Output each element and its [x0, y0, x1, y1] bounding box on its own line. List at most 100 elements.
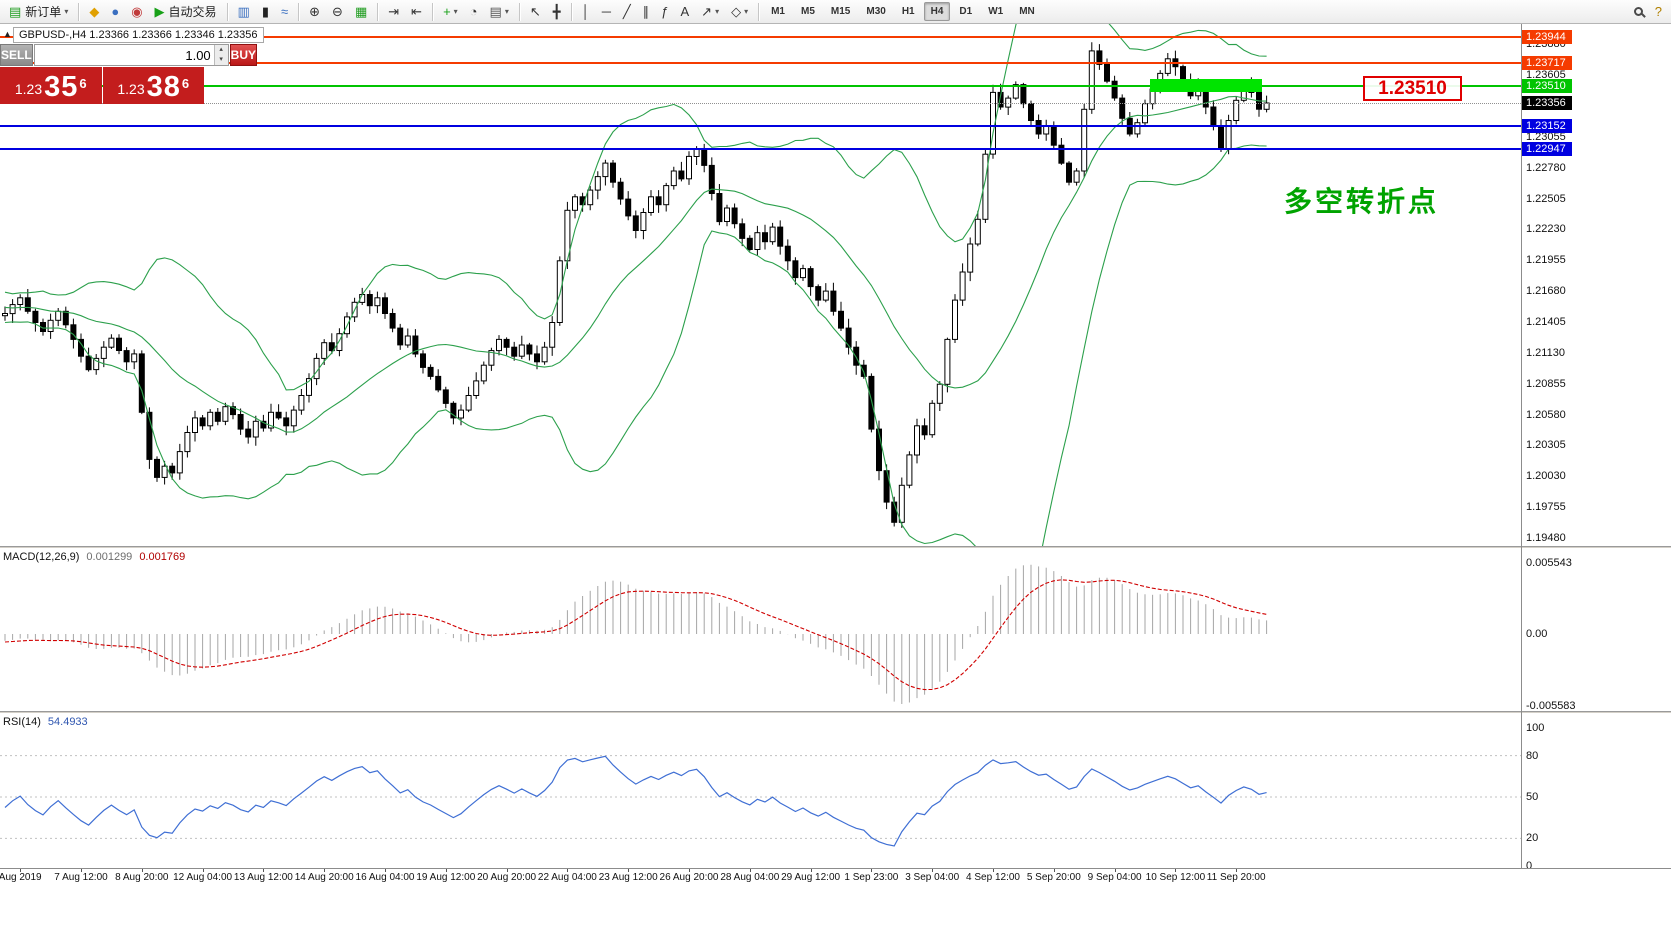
- horizontal-line-object[interactable]: [0, 61, 1521, 64]
- toolbar-separator: [518, 2, 520, 21]
- volume-spinner: ▴ ▾: [213, 45, 228, 65]
- timeframe-m30-button[interactable]: M30: [866, 6, 886, 17]
- price-level-label[interactable]: 1.23510: [1363, 76, 1462, 101]
- time-axis-label: 9 Sep 04:00: [1087, 872, 1142, 883]
- one-click-toggle-icon[interactable]: ▲: [3, 29, 12, 39]
- channel-icon[interactable]: ∥: [638, 2, 655, 22]
- timeframe-w1-button[interactable]: W1: [988, 6, 1004, 17]
- search-icon[interactable]: [1629, 2, 1648, 22]
- horizontal-line-icon[interactable]: ─: [597, 2, 616, 22]
- dropdown-arrow-icon[interactable]: ▾: [504, 7, 509, 16]
- volume-box: ▴▾: [33, 44, 229, 66]
- fibonacci-icon-glyph: ƒ: [661, 4, 669, 19]
- timeframe-m1-button[interactable]: M1: [771, 6, 785, 17]
- bar-chart-icon-glyph: ▥: [237, 4, 250, 19]
- price-axis-label: 1.23605: [1526, 69, 1566, 81]
- support-zone-rectangle[interactable]: [1149, 79, 1262, 93]
- period-clock-icon[interactable]: ◔: [465, 2, 483, 22]
- rsi-panel-svg[interactable]: [0, 714, 1521, 868]
- community-icon[interactable]: ◉: [126, 2, 147, 22]
- auto-scroll-icon-glyph: ⇥: [388, 4, 400, 19]
- tile-windows-icon[interactable]: ▦: [350, 2, 372, 22]
- time-axis-tick: [20, 868, 22, 872]
- candlestick-chart-icon[interactable]: ▮: [257, 2, 274, 22]
- buy-price-display[interactable]: 1.23 38 6: [102, 67, 204, 104]
- buy-button[interactable]: BUY: [229, 44, 258, 66]
- sell-price-display[interactable]: 1.23 35 6: [0, 67, 102, 104]
- crosshair-icon[interactable]: ╋: [548, 2, 566, 22]
- horizontal-line-object[interactable]: [0, 84, 1521, 87]
- line-chart-icon[interactable]: ≈: [276, 2, 293, 22]
- timeframe-h4-button[interactable]: H4: [923, 2, 951, 21]
- horizontal-line-object[interactable]: [0, 36, 1521, 38]
- metaeditor-icon[interactable]: ◆: [84, 2, 104, 22]
- new-order-button-label: 新订单: [25, 5, 62, 19]
- volume-up-button[interactable]: ▴: [214, 45, 228, 55]
- shapes-icon[interactable]: ◇ ▾: [726, 2, 753, 22]
- toolbar-separator: [78, 2, 80, 21]
- time-axis-label: 16 Aug 04:00: [355, 872, 415, 883]
- timeframe-d1-button[interactable]: D1: [959, 6, 973, 17]
- toolbar-separator: [226, 2, 228, 21]
- autotrading-button[interactable]: ▶ 自动交易: [150, 2, 222, 22]
- timeframe-m15-button[interactable]: M15: [830, 6, 851, 17]
- horizontal-line-object[interactable]: [0, 102, 1521, 104]
- price-axis-label: 1.21130: [1526, 346, 1565, 359]
- zoom-in-icon[interactable]: ⊕: [304, 2, 325, 22]
- time-axis-line: [0, 868, 1671, 869]
- autotrading-button-label: 自动交易: [168, 5, 217, 19]
- auto-scroll-icon[interactable]: ⇥: [383, 2, 404, 22]
- time-axis-tick: [993, 868, 994, 872]
- help-icon[interactable]: ?: [1650, 2, 1667, 22]
- time-axis-label: Aug 2019: [0, 872, 42, 883]
- new-order-button[interactable]: ▤ 新订单 ▾: [4, 2, 73, 22]
- time-axis-label: 1 Sep 23:00: [844, 872, 899, 883]
- volume-input[interactable]: [34, 45, 214, 65]
- tile-windows-icon-glyph: ▦: [354, 4, 368, 19]
- price-marker-tag: 1.23152: [1522, 118, 1572, 133]
- time-axis-tick: [202, 868, 204, 872]
- trendline-icon[interactable]: ╱: [618, 2, 636, 22]
- zoom-out-icon[interactable]: ⊖: [327, 2, 348, 22]
- dropdown-arrow-icon[interactable]: ▾: [453, 7, 458, 16]
- volume-down-button[interactable]: ▾: [214, 55, 228, 65]
- horizontal-line-object[interactable]: [0, 124, 1521, 127]
- macd-panel-svg[interactable]: [0, 549, 1521, 711]
- arrows-icon[interactable]: ↗ ▾: [696, 2, 724, 22]
- timeframe-m5-button[interactable]: M5: [801, 6, 815, 17]
- indicators-button[interactable]: + ▾: [438, 2, 463, 22]
- price-chart-svg[interactable]: [0, 24, 1521, 546]
- chart-shift-icon[interactable]: ⇤: [406, 2, 427, 22]
- panel-splitter-rsi[interactable]: [0, 711, 1671, 714]
- bull-bear-turning-point-annotation[interactable]: 多空转折点: [1284, 186, 1440, 217]
- fibonacci-icon[interactable]: ƒ: [656, 2, 673, 22]
- magnifier-glyph: [1633, 7, 1643, 16]
- dropdown-arrow-icon[interactable]: ▾: [64, 7, 69, 16]
- time-axis-tick: [1053, 868, 1055, 872]
- text-label-icon[interactable]: A: [675, 2, 694, 22]
- toolbar-separator: [298, 2, 300, 21]
- horizontal-line-object[interactable]: [0, 147, 1521, 150]
- bar-chart-icon[interactable]: ▥: [233, 2, 255, 22]
- vertical-line-icon[interactable]: │: [577, 2, 595, 22]
- price-marker-tag: 1.23356: [1522, 96, 1572, 110]
- dropdown-arrow-icon[interactable]: ▾: [715, 7, 720, 16]
- price-axis-label: 1.23055: [1526, 130, 1566, 143]
- templates-icon[interactable]: ▤ ▾: [485, 2, 514, 22]
- profile-icon[interactable]: ●: [106, 2, 124, 22]
- timeframe-mn-button[interactable]: MN: [1019, 6, 1035, 17]
- indicators-button-glyph: +: [443, 4, 451, 19]
- time-axis-label: 13 Aug 12:00: [233, 872, 293, 883]
- vertical-line-icon-glyph: │: [581, 4, 590, 19]
- time-axis-tick: [871, 868, 873, 872]
- sell-button[interactable]: SELL: [0, 44, 33, 66]
- cursor-icon[interactable]: ↖: [525, 2, 546, 22]
- price-axis-label: 1.21955: [1526, 254, 1566, 267]
- arrows-icon-glyph: ↗: [701, 4, 713, 19]
- panel-splitter-macd[interactable]: [0, 546, 1671, 549]
- time-axis-tick: [445, 868, 447, 872]
- time-axis-label: 8 Aug 20:00: [115, 872, 169, 883]
- timeframe-h1-button[interactable]: H1: [901, 6, 915, 17]
- price-axis-label: 1.22505: [1526, 192, 1566, 205]
- dropdown-arrow-icon[interactable]: ▾: [744, 7, 749, 16]
